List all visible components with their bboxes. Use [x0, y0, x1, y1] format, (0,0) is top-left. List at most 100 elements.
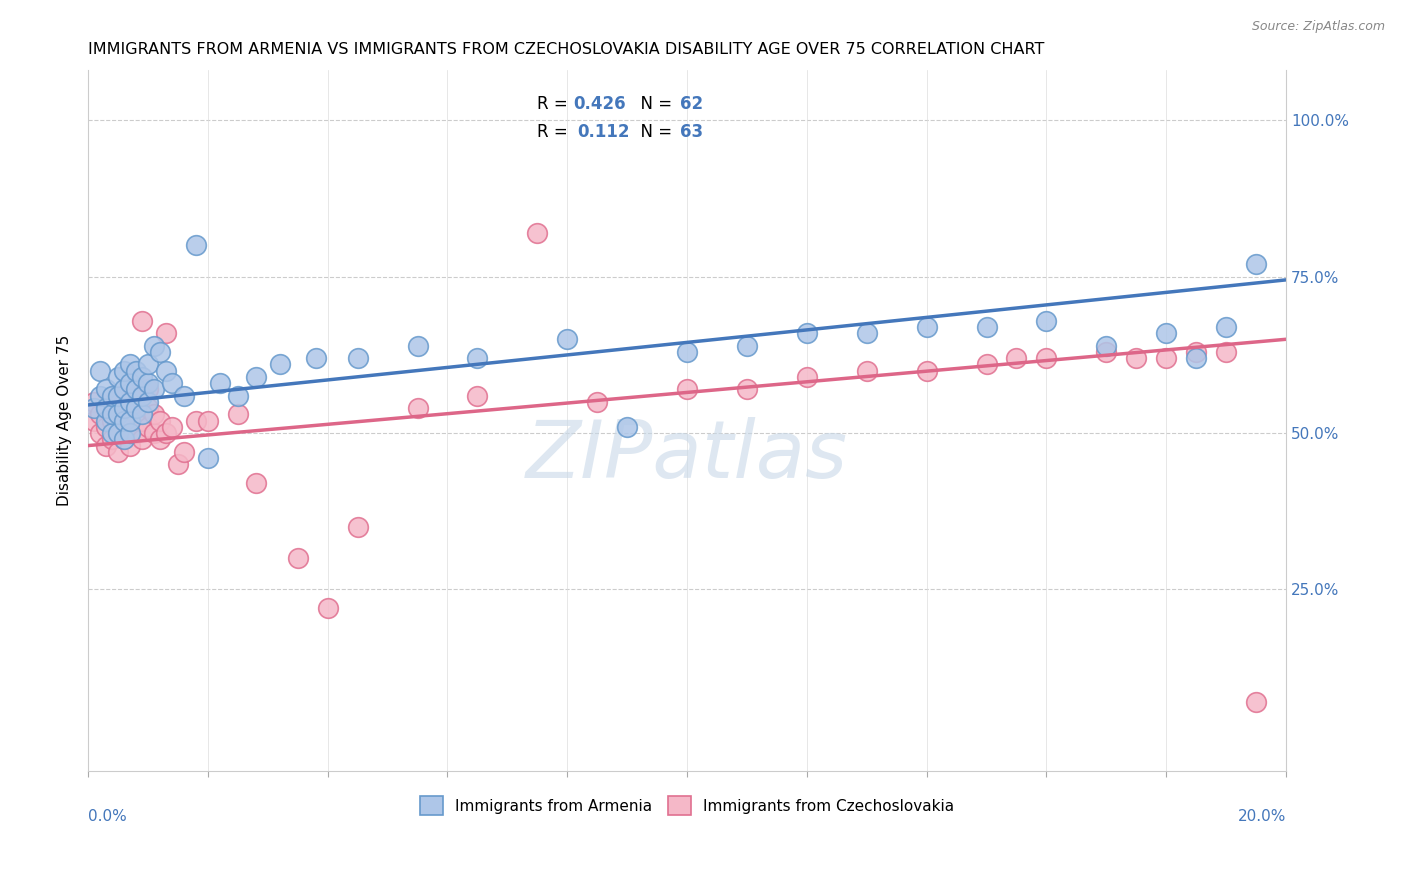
Point	[136, 394, 159, 409]
Point	[136, 382, 159, 396]
Point	[1154, 326, 1177, 340]
Point	[1185, 351, 1208, 365]
Point	[125, 401, 148, 415]
Point	[976, 357, 998, 371]
Point	[676, 344, 699, 359]
Point	[467, 388, 489, 402]
Point	[1215, 319, 1237, 334]
Point	[101, 407, 124, 421]
Point	[735, 338, 758, 352]
Point	[269, 357, 291, 371]
Point	[89, 426, 111, 441]
Point	[735, 382, 758, 396]
Point	[143, 338, 166, 352]
Point	[1095, 344, 1118, 359]
Point	[107, 388, 129, 402]
Point	[287, 551, 309, 566]
Point	[107, 407, 129, 421]
Point	[112, 363, 135, 377]
Point	[976, 319, 998, 334]
Point	[676, 382, 699, 396]
Point	[131, 388, 153, 402]
Point	[197, 413, 219, 427]
Point	[94, 401, 117, 415]
Point	[586, 394, 609, 409]
Point	[120, 419, 142, 434]
Point	[94, 382, 117, 396]
Point	[101, 413, 124, 427]
Point	[131, 407, 153, 421]
Point	[915, 363, 938, 377]
Point	[226, 407, 249, 421]
Point	[208, 376, 231, 390]
Point	[94, 439, 117, 453]
Point	[245, 476, 267, 491]
Point	[1244, 257, 1267, 271]
Point	[120, 426, 142, 441]
Point	[101, 426, 124, 441]
Point	[1005, 351, 1028, 365]
Point	[89, 363, 111, 377]
Point	[125, 388, 148, 402]
Point	[136, 401, 159, 415]
Text: 20.0%: 20.0%	[1237, 809, 1286, 824]
Point	[101, 394, 124, 409]
Point	[131, 413, 153, 427]
Point	[346, 520, 368, 534]
Text: 63: 63	[681, 123, 703, 141]
Text: R =: R =	[537, 95, 574, 113]
Text: N =: N =	[630, 123, 676, 141]
Point	[1035, 313, 1057, 327]
Point	[467, 351, 489, 365]
Point	[406, 338, 429, 352]
Point	[125, 426, 148, 441]
Point	[1154, 351, 1177, 365]
Point	[1215, 344, 1237, 359]
Point	[107, 426, 129, 441]
Point	[555, 332, 578, 346]
Point	[131, 433, 153, 447]
Point	[184, 413, 207, 427]
Text: 0.0%: 0.0%	[89, 809, 127, 824]
Point	[112, 401, 135, 415]
Point	[616, 419, 638, 434]
Point	[125, 382, 148, 396]
Point	[125, 407, 148, 421]
Text: 62: 62	[681, 95, 703, 113]
Point	[143, 426, 166, 441]
Point	[1095, 338, 1118, 352]
Y-axis label: Disability Age Over 75: Disability Age Over 75	[58, 334, 72, 506]
Point	[94, 413, 117, 427]
Point	[173, 388, 195, 402]
Point	[167, 458, 190, 472]
Point	[112, 382, 135, 396]
Point	[94, 401, 117, 415]
Point	[155, 363, 177, 377]
Point	[149, 344, 172, 359]
Point	[316, 601, 339, 615]
Point	[305, 351, 328, 365]
Point	[107, 407, 129, 421]
Point	[526, 226, 548, 240]
Point	[83, 394, 105, 409]
Point	[101, 433, 124, 447]
Point	[112, 394, 135, 409]
Point	[184, 238, 207, 252]
Point	[107, 369, 129, 384]
Point	[136, 419, 159, 434]
Point	[796, 326, 818, 340]
Point	[143, 382, 166, 396]
Point	[89, 407, 111, 421]
Point	[120, 439, 142, 453]
Point	[173, 445, 195, 459]
Point	[1185, 344, 1208, 359]
Point	[226, 388, 249, 402]
Point	[855, 363, 877, 377]
Point	[855, 326, 877, 340]
Point	[131, 313, 153, 327]
Point	[796, 369, 818, 384]
Text: IMMIGRANTS FROM ARMENIA VS IMMIGRANTS FROM CZECHOSLOVAKIA DISABILITY AGE OVER 75: IMMIGRANTS FROM ARMENIA VS IMMIGRANTS FR…	[89, 42, 1045, 57]
Point	[143, 407, 166, 421]
Point	[112, 413, 135, 427]
Point	[155, 326, 177, 340]
